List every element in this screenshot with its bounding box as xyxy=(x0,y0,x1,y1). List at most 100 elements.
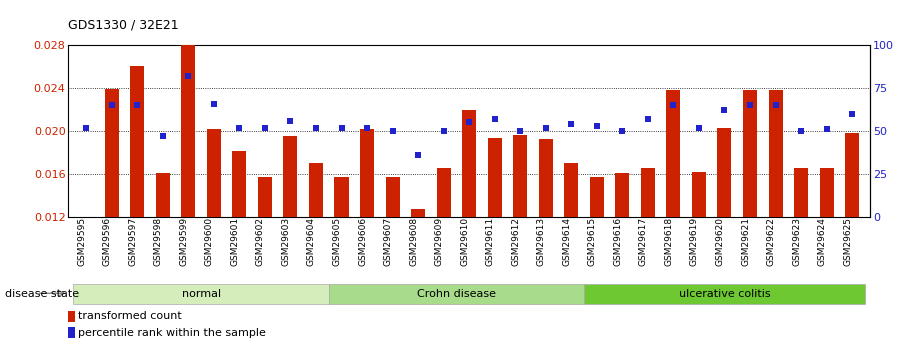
Text: GSM29621: GSM29621 xyxy=(741,217,750,266)
Text: GSM29598: GSM29598 xyxy=(154,217,163,266)
Point xyxy=(232,125,247,130)
Point xyxy=(742,102,757,108)
Text: GSM29624: GSM29624 xyxy=(817,217,826,266)
Bar xyxy=(232,150,246,345)
Bar xyxy=(666,90,681,345)
Text: GSM29615: GSM29615 xyxy=(588,217,597,266)
Text: ulcerative colitis: ulcerative colitis xyxy=(679,289,771,299)
Text: GSM29623: GSM29623 xyxy=(792,217,801,266)
Point xyxy=(538,125,553,130)
Bar xyxy=(283,137,298,345)
Text: GSM29601: GSM29601 xyxy=(230,217,240,266)
Bar xyxy=(181,45,195,345)
Point xyxy=(666,102,681,108)
Text: GSM29602: GSM29602 xyxy=(256,217,265,266)
Text: GSM29603: GSM29603 xyxy=(281,217,291,266)
Bar xyxy=(207,129,220,345)
Bar xyxy=(258,177,272,345)
Text: GSM29616: GSM29616 xyxy=(613,217,622,266)
Bar xyxy=(360,129,374,345)
Point xyxy=(640,116,655,122)
Text: GSM29620: GSM29620 xyxy=(715,217,724,266)
Point xyxy=(283,118,298,124)
Bar xyxy=(820,168,834,345)
Text: GSM29617: GSM29617 xyxy=(639,217,648,266)
Point xyxy=(105,102,119,108)
Point xyxy=(360,125,374,130)
Text: GSM29612: GSM29612 xyxy=(511,217,520,266)
Point xyxy=(819,127,834,132)
Text: GSM29625: GSM29625 xyxy=(844,217,852,266)
Text: GSM29597: GSM29597 xyxy=(128,217,138,266)
Bar xyxy=(513,136,527,345)
Point xyxy=(589,123,604,129)
Bar xyxy=(385,177,400,345)
Text: GSM29611: GSM29611 xyxy=(486,217,495,266)
Point xyxy=(691,125,706,130)
Bar xyxy=(462,110,476,345)
Text: GSM29622: GSM29622 xyxy=(766,217,775,266)
Bar xyxy=(68,327,76,338)
Text: GSM29605: GSM29605 xyxy=(333,217,342,266)
Text: GSM29604: GSM29604 xyxy=(307,217,316,266)
Text: disease state: disease state xyxy=(5,289,78,299)
Point xyxy=(768,102,783,108)
Point xyxy=(615,128,630,134)
Text: GSM29607: GSM29607 xyxy=(384,217,393,266)
FancyBboxPatch shape xyxy=(584,284,865,304)
Bar xyxy=(615,173,630,345)
FancyBboxPatch shape xyxy=(329,284,584,304)
Point xyxy=(130,102,145,108)
Text: GSM29606: GSM29606 xyxy=(358,217,367,266)
Bar xyxy=(640,168,655,345)
Bar xyxy=(309,164,323,345)
Point xyxy=(181,73,196,79)
Point xyxy=(436,128,451,134)
Point xyxy=(564,121,578,127)
Point xyxy=(156,134,170,139)
Text: GSM29613: GSM29613 xyxy=(537,217,546,266)
Bar xyxy=(794,168,808,345)
Bar xyxy=(589,177,604,345)
Bar xyxy=(105,89,118,345)
Bar xyxy=(845,133,859,345)
Point xyxy=(258,125,272,130)
Point xyxy=(334,125,349,130)
Bar xyxy=(718,128,732,345)
Text: GSM29595: GSM29595 xyxy=(77,217,87,266)
Point xyxy=(513,128,527,134)
Text: GSM29619: GSM29619 xyxy=(690,217,699,266)
Bar xyxy=(538,139,553,345)
Bar xyxy=(411,209,425,345)
Bar xyxy=(156,173,169,345)
Point xyxy=(793,128,808,134)
Text: GSM29609: GSM29609 xyxy=(435,217,444,266)
Text: GSM29608: GSM29608 xyxy=(409,217,418,266)
Bar xyxy=(130,66,144,345)
Point xyxy=(411,152,425,158)
Bar xyxy=(769,90,783,345)
Text: Crohn disease: Crohn disease xyxy=(417,289,496,299)
Point xyxy=(717,108,732,113)
Text: percentile rank within the sample: percentile rank within the sample xyxy=(78,328,266,337)
Text: normal: normal xyxy=(181,289,220,299)
Bar xyxy=(692,172,706,345)
Bar xyxy=(68,310,76,322)
Bar xyxy=(334,177,349,345)
Point xyxy=(385,128,400,134)
Point xyxy=(207,101,221,106)
Point xyxy=(844,111,859,117)
Point xyxy=(79,125,94,130)
Text: GSM29599: GSM29599 xyxy=(179,217,189,266)
Bar xyxy=(487,138,502,345)
Text: GSM29596: GSM29596 xyxy=(103,217,112,266)
Text: GDS1330 / 32E21: GDS1330 / 32E21 xyxy=(68,18,179,31)
Text: GSM29600: GSM29600 xyxy=(205,217,214,266)
Bar xyxy=(564,164,578,345)
Text: GSM29618: GSM29618 xyxy=(664,217,673,266)
Point xyxy=(309,125,323,130)
Point xyxy=(487,116,502,122)
FancyBboxPatch shape xyxy=(74,284,329,304)
Bar xyxy=(436,168,451,345)
Bar xyxy=(79,217,93,345)
